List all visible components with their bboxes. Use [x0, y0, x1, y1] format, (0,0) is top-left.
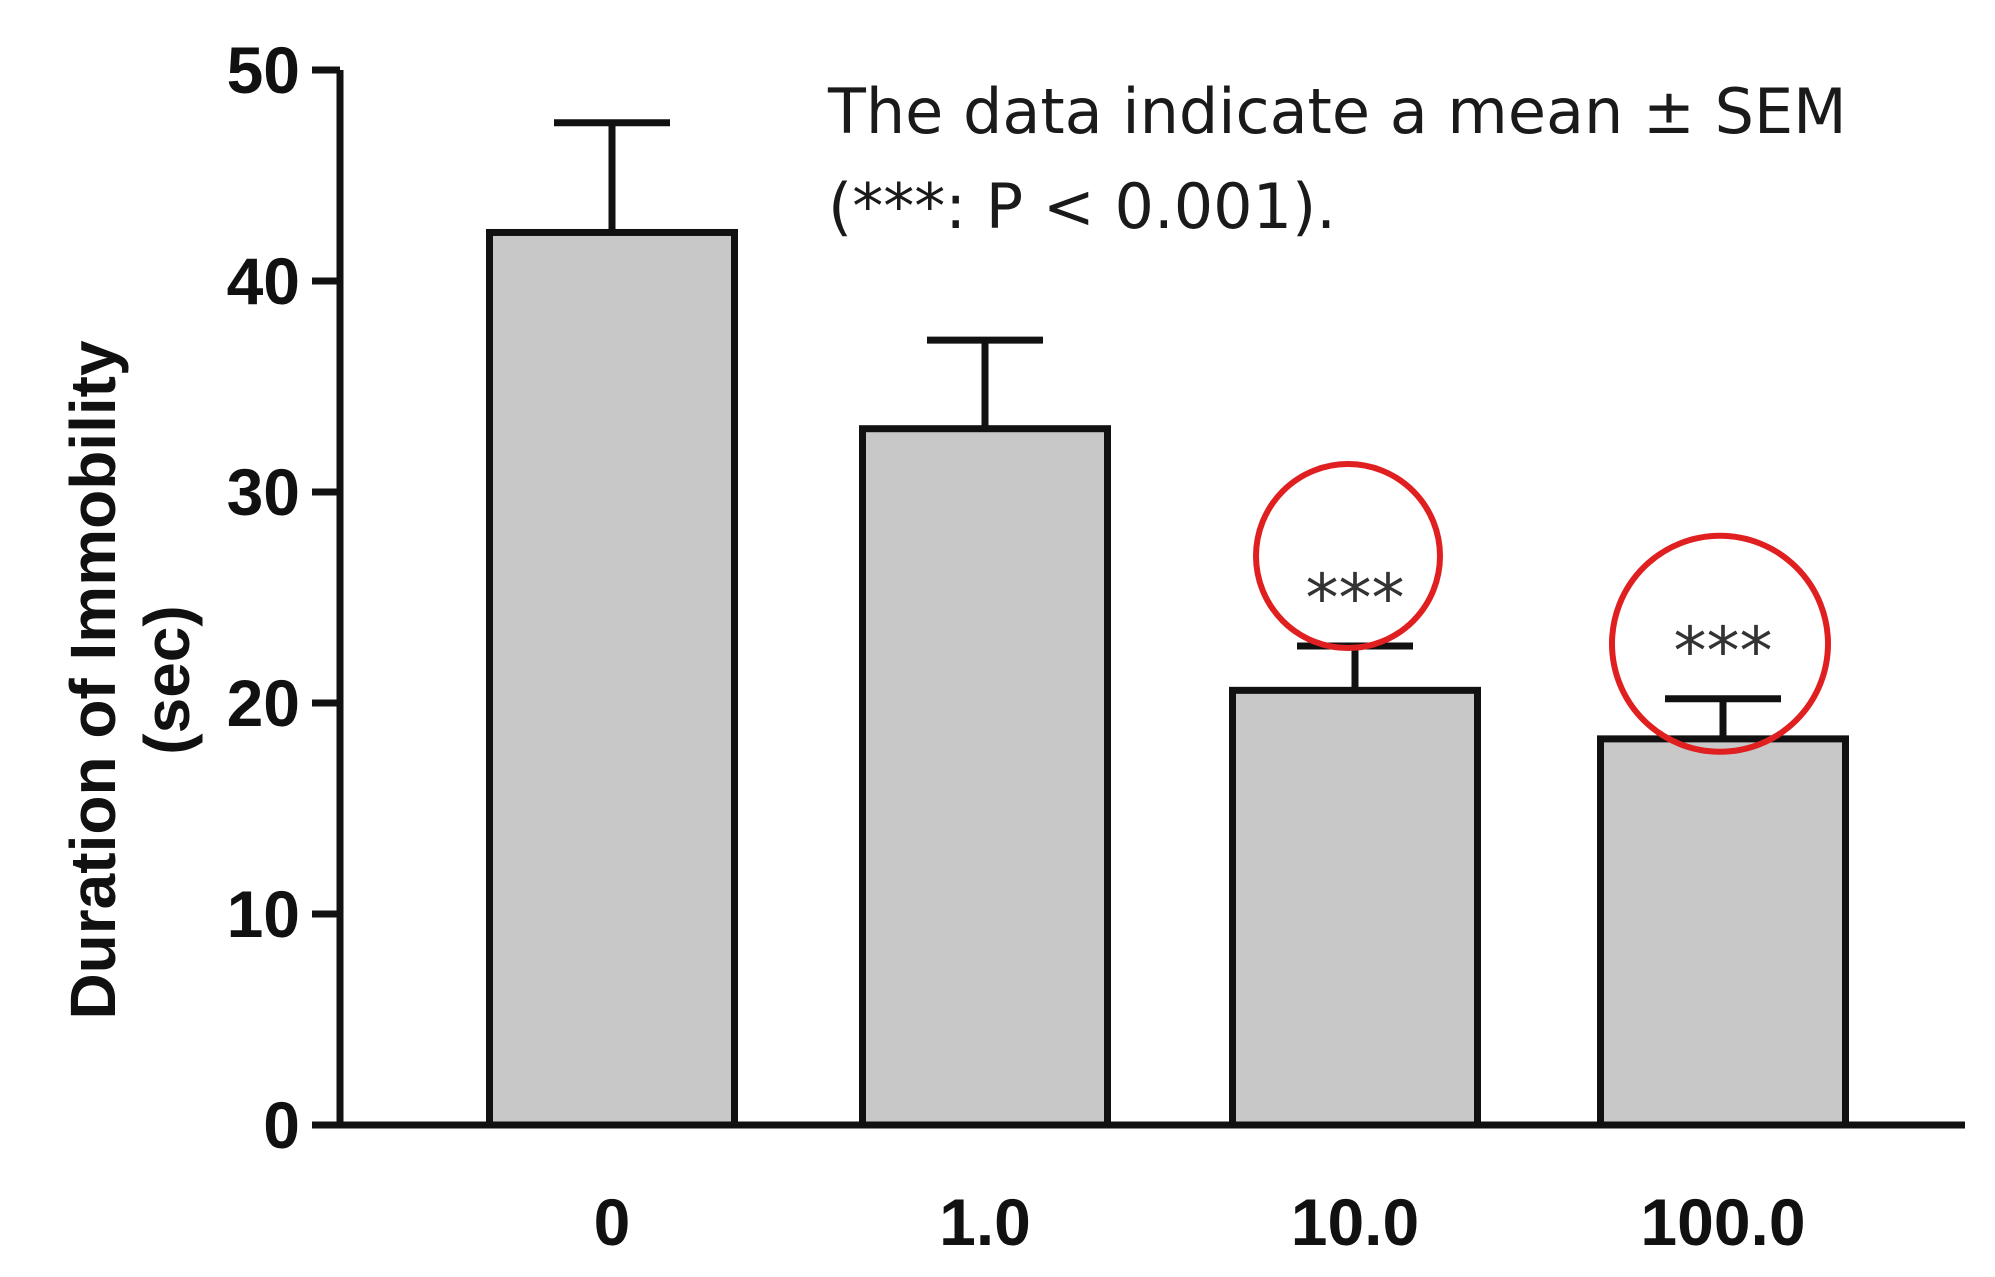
bar-1	[863, 429, 1108, 1125]
x-ticks-layer: 0 1.0 10.0 100.0	[594, 1185, 1806, 1259]
y-tick-label-50: 50	[227, 33, 300, 107]
y-axis-title-line-2: (sec)	[131, 605, 203, 754]
x-tick-label-1: 1.0	[939, 1185, 1031, 1259]
y-ticks-layer: 0 10 20 30 40 50	[227, 33, 340, 1162]
bar-2	[1233, 690, 1478, 1125]
bar-3	[1601, 739, 1846, 1125]
y-axis-title: Duration of Immobility (sec)	[57, 340, 203, 1020]
significance-stars-3: ***	[1674, 613, 1773, 690]
significance-marker-2: ***	[1256, 464, 1440, 648]
y-tick-label-20: 20	[227, 666, 300, 740]
y-tick-label-0: 0	[263, 1088, 300, 1162]
error-bar-2	[1297, 646, 1413, 690]
y-tick-label-10: 10	[227, 877, 300, 951]
y-tick-label-30: 30	[227, 455, 300, 529]
error-bar-3	[1665, 699, 1781, 739]
annotation-note: The data indicate a mean ± SEM (***: P <…	[827, 75, 1847, 243]
bar-0	[490, 232, 735, 1125]
error-bar-0	[554, 123, 670, 233]
annotation-line-1: The data indicate a mean ± SEM	[827, 75, 1847, 148]
x-tick-label-0: 0	[594, 1185, 631, 1259]
y-tick-label-40: 40	[227, 244, 300, 318]
annotation-line-2: (***: P < 0.001).	[828, 170, 1336, 243]
x-tick-label-3: 100.0	[1640, 1185, 1805, 1259]
error-bar-1	[927, 340, 1043, 429]
y-axis-title-line-1: Duration of Immobility	[57, 340, 129, 1020]
significance-stars-2: ***	[1306, 560, 1405, 637]
x-tick-label-2: 10.0	[1291, 1185, 1419, 1259]
bars-layer	[490, 232, 1846, 1125]
